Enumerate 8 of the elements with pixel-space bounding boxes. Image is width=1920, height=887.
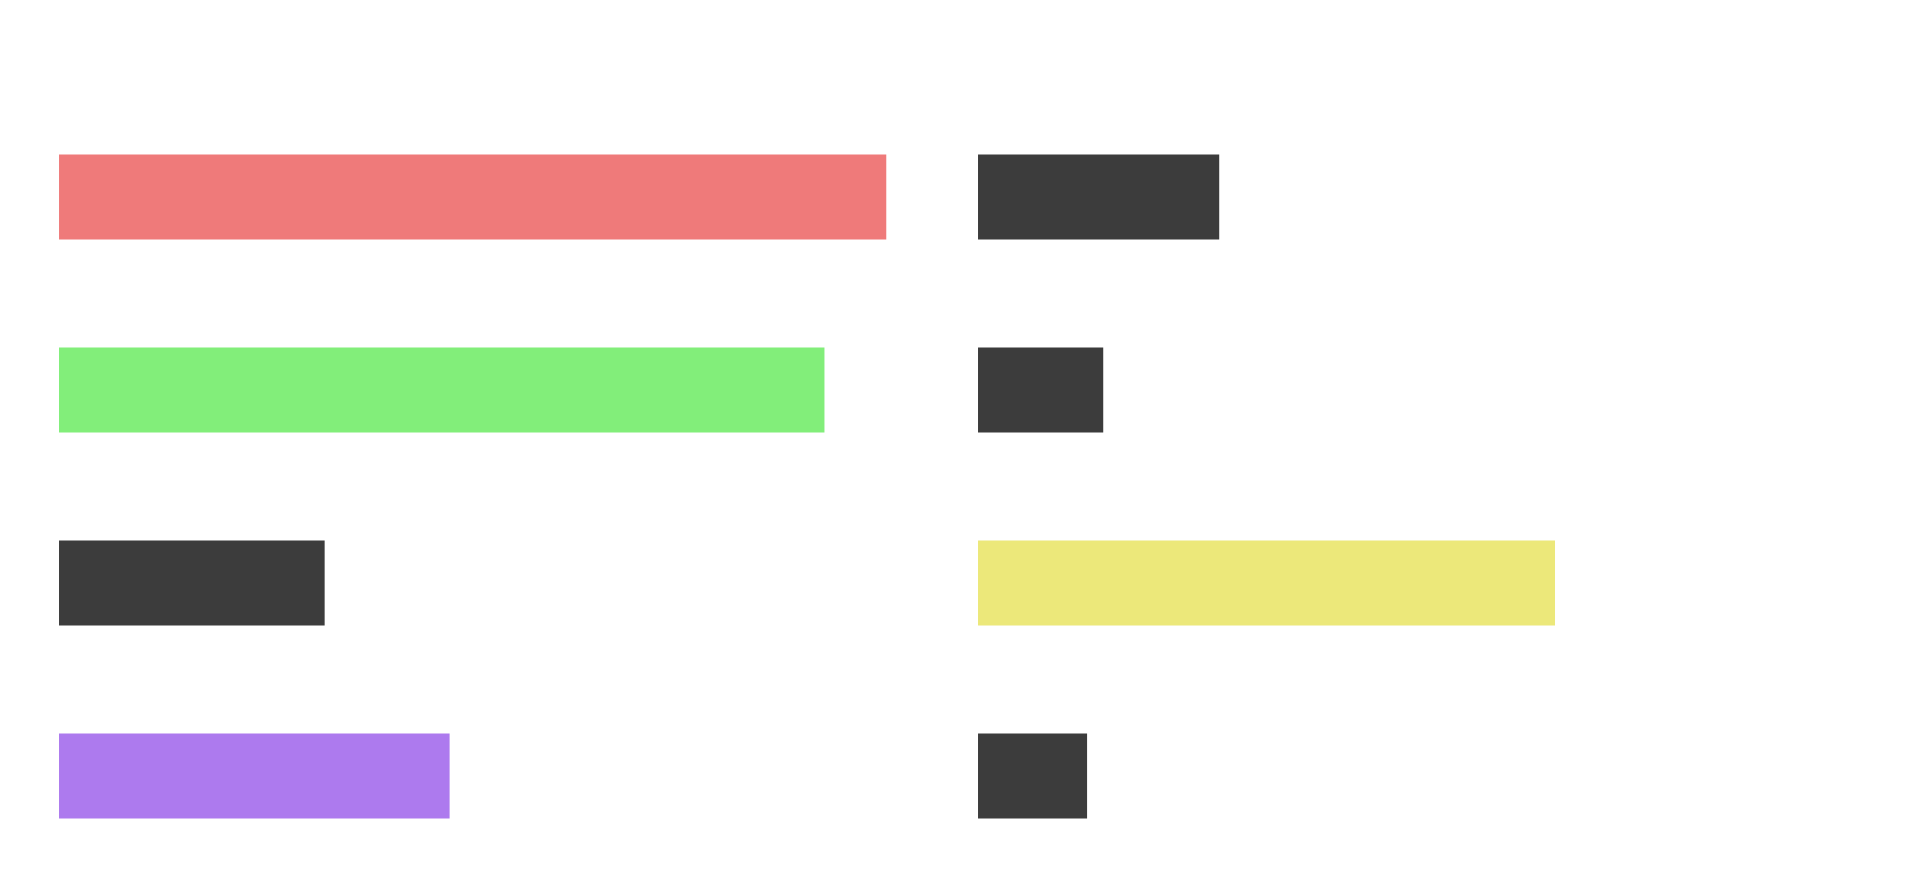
bar [59, 733, 450, 819]
bar [59, 540, 325, 626]
bar [978, 540, 1556, 626]
bar [978, 733, 1088, 819]
bar [59, 347, 825, 433]
bar [978, 347, 1104, 433]
bar [978, 154, 1220, 240]
bar [59, 154, 887, 240]
